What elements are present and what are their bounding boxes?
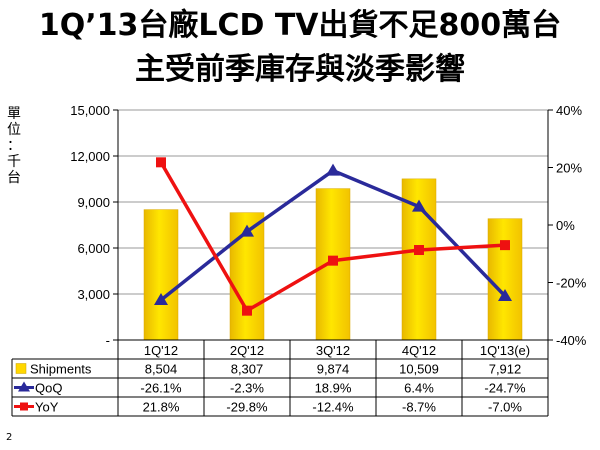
legend-swatch-shipments bbox=[15, 363, 27, 374]
yoy-value: -29.8% bbox=[226, 400, 268, 415]
shipments-value: 10,509 bbox=[399, 362, 439, 377]
left-tick-label: - bbox=[106, 333, 110, 348]
legend-label-qoq: QoQ bbox=[35, 381, 62, 396]
qoq-marker bbox=[412, 199, 426, 212]
y-axis-label-char: 位 bbox=[7, 121, 21, 137]
left-tick-label: 9,000 bbox=[77, 195, 110, 210]
yoy-value: -8.7% bbox=[402, 400, 436, 415]
y-axis-label-char: 千 bbox=[7, 153, 21, 169]
shipments-value: 8,504 bbox=[145, 362, 178, 377]
legend-label-shipments: Shipments bbox=[30, 362, 92, 377]
category-label: 1Q'12 bbox=[144, 343, 178, 358]
left-tick-label: 3,000 bbox=[77, 287, 110, 302]
qoq-value: 18.9% bbox=[315, 381, 352, 396]
yoy-marker bbox=[156, 157, 166, 168]
category-label: 4Q'12 bbox=[402, 343, 436, 358]
yoy-marker bbox=[500, 240, 510, 251]
yoy-value: -7.0% bbox=[488, 400, 522, 415]
yoy-value: -12.4% bbox=[312, 400, 354, 415]
right-tick-label: -40% bbox=[556, 333, 587, 348]
legend-label-yoy: YoY bbox=[35, 400, 59, 415]
y-axis-label-char: 單 bbox=[7, 105, 21, 121]
qoq-marker bbox=[240, 224, 254, 237]
y-axis-label-char: 台 bbox=[7, 169, 21, 185]
category-label: 1Q'13(e) bbox=[480, 343, 530, 358]
shipments-value: 7,912 bbox=[489, 362, 522, 377]
shipments-value: 8,307 bbox=[231, 362, 264, 377]
yoy-marker bbox=[242, 305, 252, 316]
slide-title-line-2: 主受前季庫存與淡季影響 bbox=[135, 52, 465, 87]
yoy-value: 21.8% bbox=[143, 400, 180, 415]
qoq-marker bbox=[154, 293, 168, 306]
category-label: 3Q'12 bbox=[316, 343, 350, 358]
yoy-marker bbox=[414, 245, 424, 256]
qoq-marker bbox=[498, 289, 512, 302]
shipments-bar bbox=[487, 218, 523, 341]
right-tick-label: 20% bbox=[556, 161, 582, 176]
line-series bbox=[154, 157, 512, 316]
right-tick-label: 0% bbox=[556, 218, 575, 233]
axes: - 3,000 6,000 9,000 12,000 15,000 -40% -20% 0% 20… bbox=[7, 103, 587, 348]
shipments-bar bbox=[143, 209, 179, 341]
y-axis-label-char: ： bbox=[7, 137, 21, 153]
shipments-bars bbox=[143, 178, 523, 341]
qoq-value: 6.4% bbox=[404, 381, 434, 396]
page-number: 2 bbox=[6, 432, 13, 443]
legend-marker-yoy bbox=[20, 402, 28, 411]
right-tick-label: -20% bbox=[556, 276, 587, 291]
left-tick-label: 15,000 bbox=[70, 103, 110, 118]
left-tick-label: 12,000 bbox=[70, 149, 110, 164]
yoy-marker bbox=[328, 255, 338, 266]
qoq-marker bbox=[326, 163, 340, 176]
data-table: 1Q'12 2Q'12 3Q'12 4Q'12 1Q'13(e) Shipments 8,5… bbox=[11, 340, 549, 417]
shipments-value: 9,874 bbox=[317, 362, 350, 377]
legend-marker-qoq bbox=[18, 381, 30, 392]
qoq-value: -2.3% bbox=[230, 381, 264, 396]
qoq-value: -24.7% bbox=[484, 381, 526, 396]
qoq-value: -26.1% bbox=[140, 381, 182, 396]
slide-title-line-1: 1Q’13台廠LCD TV出貨不足800萬台 bbox=[38, 8, 562, 43]
right-tick-label: 40% bbox=[556, 103, 582, 118]
category-label: 2Q'12 bbox=[230, 343, 264, 358]
left-tick-label: 6,000 bbox=[77, 241, 110, 256]
